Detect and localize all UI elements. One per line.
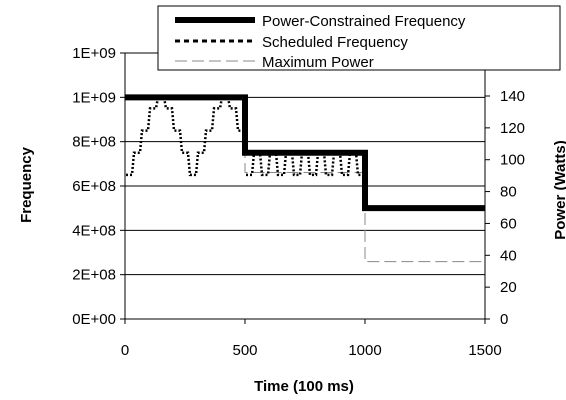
y2-tick-label: 140 [500,88,525,105]
scheduled-frequency-segment [246,151,364,177]
y2-tick-label: 40 [500,247,517,264]
y-tick-label: 6E+08 [72,178,116,195]
y2-tick-label: 120 [500,120,525,137]
y-axis-title: Frequency [18,146,35,223]
grid [125,52,485,276]
legend-label-max-power: Maximum Power [262,54,374,71]
y2-tick-label: 60 [500,215,517,232]
power-constrained-frequency-line [125,94,485,212]
y2-axis-title: Power (Watts) [552,140,566,239]
legend-label-scheduled: Scheduled Frequency [262,34,408,51]
x-axis-title: Time (100 ms) [254,378,354,395]
scheduled-frequency-segment [126,96,244,177]
y-tick-label: 2E+08 [72,267,116,284]
y-tick-label: 1E+09 [72,89,116,106]
y-ticks: 0E+00 2E+08 4E+08 6E+08 8E+08 1E+09 1E+09 [72,45,125,328]
y2-tick-label: 0 [500,311,508,328]
y2-tick-label: 100 [500,152,525,169]
y-tick-label: 4E+08 [72,222,116,239]
y-tick-label: 0E+00 [72,311,116,328]
x-tick-label: 500 [232,342,257,359]
legend-label-power-constrained: Power-Constrained Frequency [262,13,466,30]
y2-tick-label: 80 [500,184,517,201]
x-tick-label: 1500 [468,342,501,359]
legend: Power-Constrained Frequency Scheduled Fr… [157,5,561,71]
y2-ticks: 0 20 40 60 80 100 120 140 [485,88,525,328]
max-power-line [125,95,485,263]
x-tick-label: 1000 [348,342,381,359]
y-tick-label: 8E+08 [72,134,116,151]
x-ticks: 0 500 1000 1500 [121,319,502,359]
series-layer [125,94,485,263]
y-tick-label: 1E+09 [72,45,116,62]
x-tick-label: 0 [121,342,129,359]
legend-box [157,5,561,71]
y2-tick-label: 20 [500,279,517,296]
